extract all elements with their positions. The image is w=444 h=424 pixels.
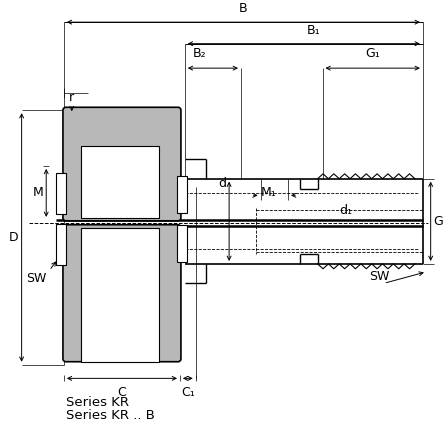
Bar — [56, 173, 66, 214]
Bar — [81, 228, 159, 362]
Text: M: M — [32, 186, 43, 199]
Text: d: d — [218, 177, 226, 190]
Text: G₁: G₁ — [365, 47, 380, 60]
Text: C: C — [118, 386, 126, 399]
Text: Series KR: Series KR — [66, 396, 129, 409]
Bar — [177, 225, 187, 262]
Text: Series KR .. B: Series KR .. B — [66, 409, 155, 422]
FancyBboxPatch shape — [63, 107, 181, 221]
Text: SW: SW — [27, 272, 47, 285]
Text: r: r — [69, 91, 74, 104]
Text: C₁: C₁ — [181, 386, 194, 399]
Text: B: B — [239, 2, 248, 15]
Bar — [56, 224, 66, 265]
Text: M₁: M₁ — [261, 186, 276, 198]
Text: SW: SW — [369, 270, 389, 283]
Text: B₁: B₁ — [307, 24, 321, 37]
Text: d₁: d₁ — [339, 204, 352, 217]
Text: B₂: B₂ — [193, 47, 206, 60]
Bar — [177, 176, 187, 213]
Bar — [81, 146, 159, 218]
Text: G: G — [434, 215, 444, 228]
FancyBboxPatch shape — [63, 225, 181, 362]
Text: D: D — [9, 231, 19, 244]
